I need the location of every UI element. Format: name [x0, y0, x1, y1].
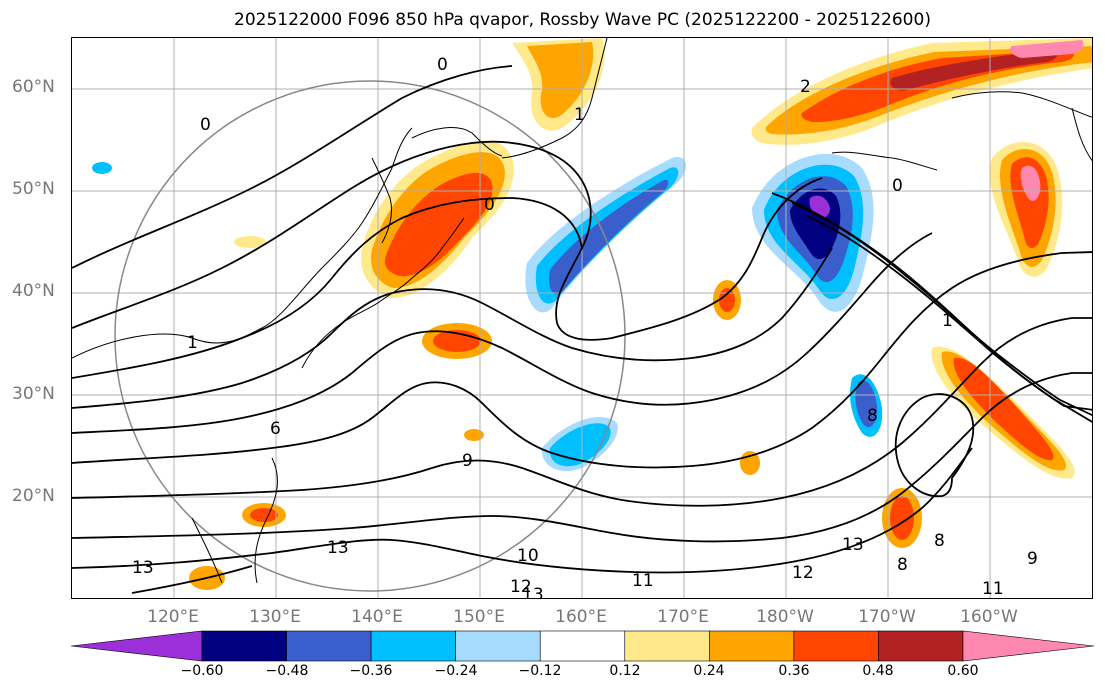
- lat-label-60n: 60°N: [12, 77, 55, 97]
- colorbar-label: 0.36: [778, 663, 810, 679]
- colorbar-label: 0.24: [693, 663, 725, 679]
- contour-label: 9: [462, 451, 473, 471]
- colorbar-label: −0.36: [349, 663, 393, 679]
- map-panel: 0 0 0 0 1 1 1 2 6 8 8 8 9 9 10 11 11 12 …: [71, 37, 1093, 599]
- colorbar-segment: [455, 630, 541, 662]
- contour-label: 12: [792, 563, 814, 583]
- colorbar: [70, 630, 1095, 662]
- contour-labels: 0 0 0 0 1 1 1 2 6 8 8 8 9 9 10 11 11 12 …: [132, 55, 1038, 599]
- contour-label: 6: [270, 419, 281, 439]
- colorbar-segment: [624, 630, 710, 662]
- lat-label-50n: 50°N: [12, 179, 55, 199]
- contour-label: 2: [800, 77, 811, 97]
- lat-label-30n: 30°N: [12, 384, 55, 404]
- lat-label-20n: 20°N: [12, 486, 55, 506]
- contour-label: 11: [632, 571, 654, 591]
- contour-label: 1: [187, 333, 198, 353]
- contour-label: 13: [327, 538, 349, 558]
- lon-label-160e: 160°E: [555, 607, 607, 627]
- contour-label: 0: [484, 195, 495, 215]
- lon-label-130e: 130°E: [249, 607, 301, 627]
- contour-label: 10: [517, 546, 539, 566]
- map-svg: 0 0 0 0 1 1 1 2 6 8 8 8 9 9 10 11 11 12 …: [72, 38, 1092, 599]
- lon-label-180w: 180°W: [756, 607, 814, 627]
- colorbar-extend-max: [962, 630, 1095, 662]
- contour-label: 0: [200, 115, 211, 135]
- region-circle: [114, 80, 626, 592]
- contour-label: 8: [897, 555, 908, 575]
- lon-label-160w: 160°W: [960, 607, 1018, 627]
- contour-label: 1: [574, 105, 585, 125]
- lat-label-40n: 40°N: [12, 281, 55, 301]
- lon-label-140e: 140°E: [351, 607, 403, 627]
- contour-label: 13: [132, 558, 154, 578]
- contour-label: 8: [934, 531, 945, 551]
- colorbar-segment: [709, 630, 795, 662]
- colorbar-label: 0.12: [609, 663, 641, 679]
- colorbar-segment: [793, 630, 879, 662]
- lon-label-170w: 170°W: [858, 607, 916, 627]
- contour-label: 8: [867, 406, 878, 426]
- colorbar-segment: [878, 630, 964, 662]
- contour-label: 12: [510, 577, 532, 597]
- contour-label: 13: [842, 535, 864, 555]
- contour-label: 13: [522, 585, 544, 599]
- lon-label-120e: 120°E: [147, 607, 199, 627]
- colorbar-label: −0.60: [180, 663, 224, 679]
- contour-label: 0: [892, 176, 903, 196]
- colorbar-label: −0.12: [518, 663, 562, 679]
- colorbar-label: −0.48: [265, 663, 309, 679]
- colorbar-segment: [370, 630, 456, 662]
- map-title: 2025122000 F096 850 hPa qvapor, Rossby W…: [234, 10, 931, 30]
- colorbar-label: 0.60: [947, 663, 979, 679]
- colorbar-segment: [201, 630, 287, 662]
- lon-label-170e: 170°E: [657, 607, 709, 627]
- lon-label-150e: 150°E: [453, 607, 505, 627]
- contour-label: 11: [982, 579, 1004, 599]
- colorbar-segment: [539, 630, 626, 662]
- colorbar-label: 0.48: [862, 663, 894, 679]
- contour-lines: [72, 65, 1092, 594]
- contour-label: 1: [942, 311, 953, 331]
- contour-label: 9: [1027, 549, 1038, 569]
- colorbar-extend-min: [70, 630, 203, 662]
- colorbar-segment: [286, 630, 372, 662]
- colorbar-label: −0.24: [434, 663, 478, 679]
- contour-label: 0: [437, 55, 448, 75]
